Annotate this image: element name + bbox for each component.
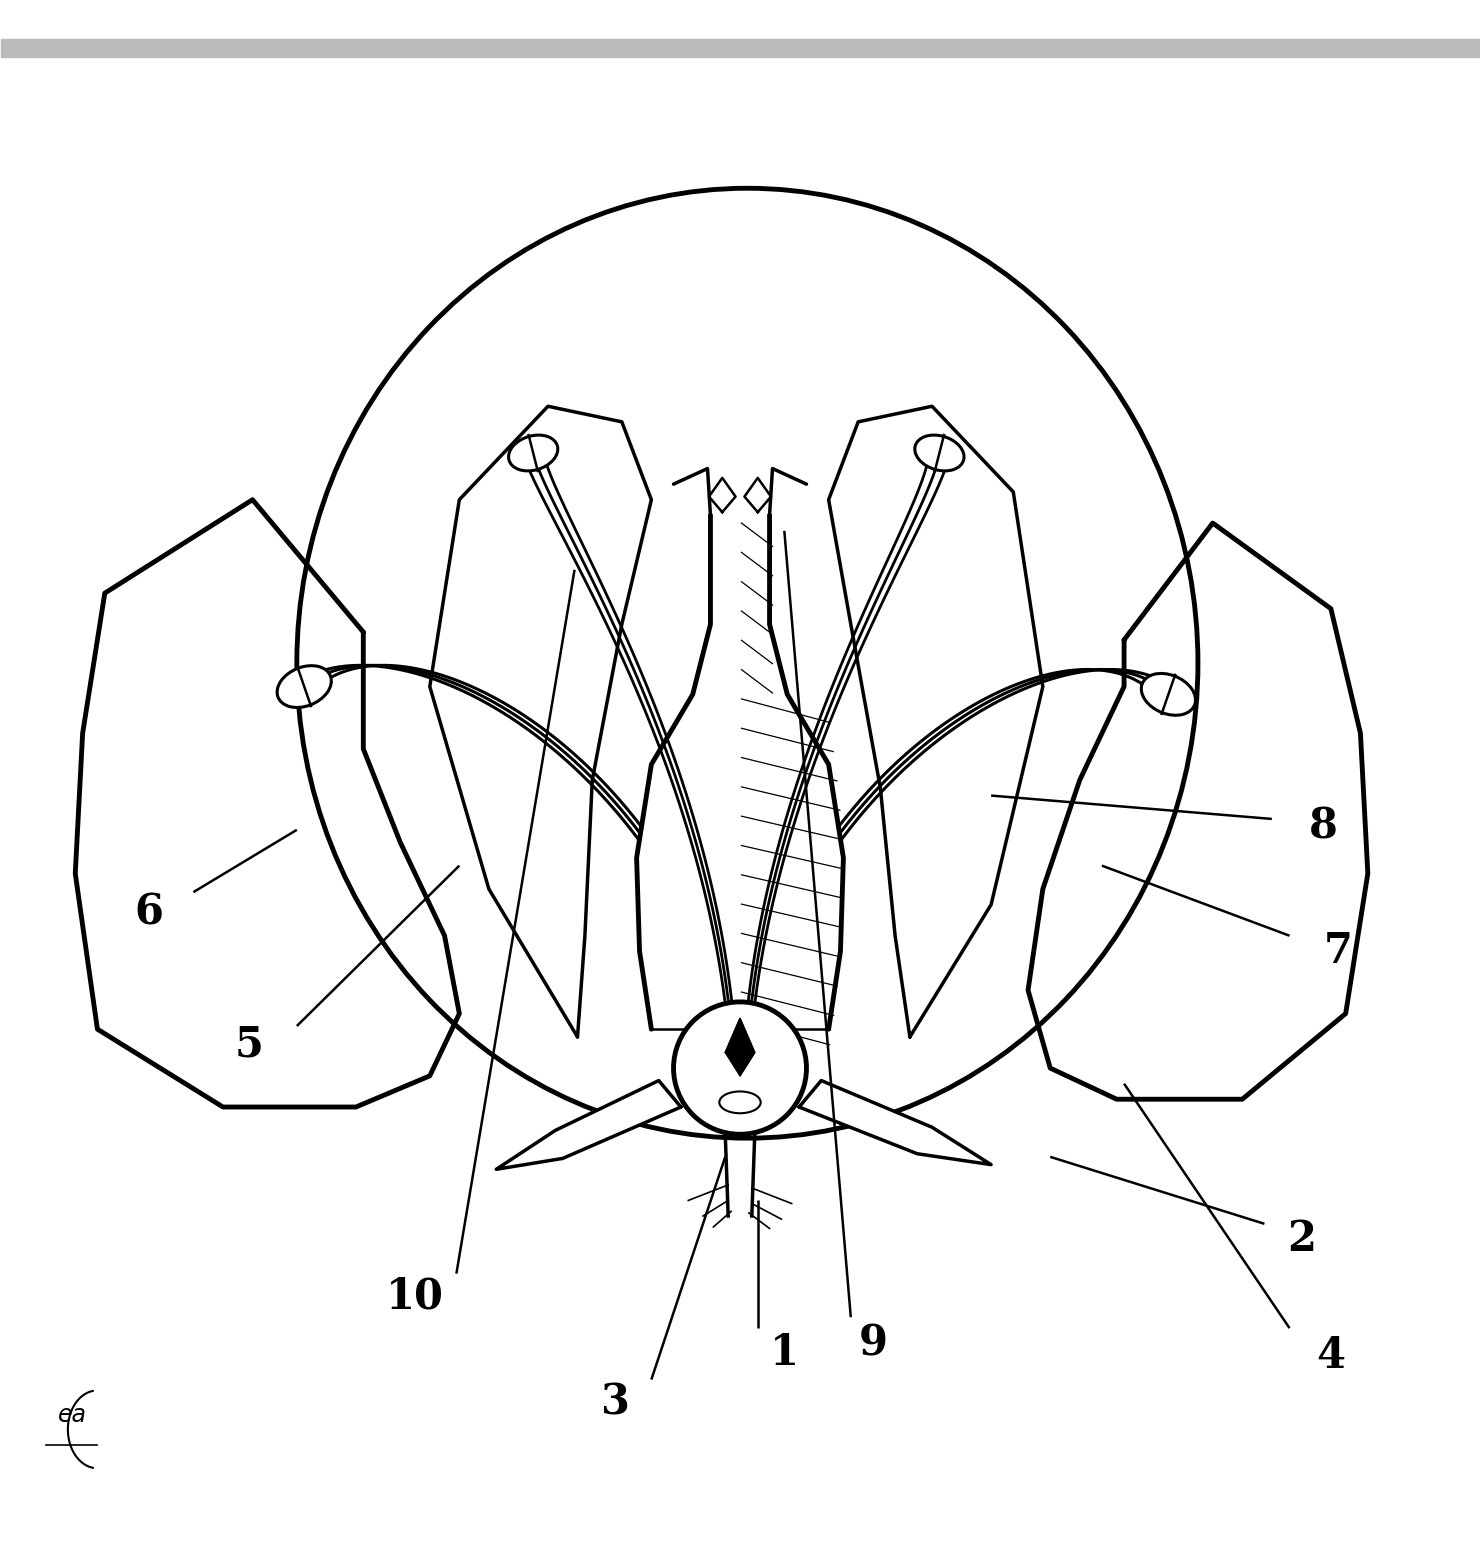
Polygon shape [496,1081,681,1170]
Text: 9: 9 [858,1323,888,1365]
Polygon shape [725,1019,755,1076]
Ellipse shape [509,435,558,471]
Text: 5: 5 [235,1023,263,1065]
Polygon shape [636,515,844,1030]
Text: 1: 1 [770,1332,799,1374]
Polygon shape [75,499,459,1108]
Text: 4: 4 [1316,1335,1345,1377]
Ellipse shape [915,435,963,471]
Text: ea: ea [58,1404,87,1427]
Polygon shape [429,406,651,1037]
Ellipse shape [673,1002,807,1134]
Text: 8: 8 [1310,805,1338,847]
Bar [1,39,1479,58]
Ellipse shape [1141,674,1196,714]
Text: 7: 7 [1323,930,1353,972]
Text: 6: 6 [135,891,164,933]
Polygon shape [829,406,1043,1037]
Text: 2: 2 [1286,1218,1316,1260]
Polygon shape [799,1081,992,1165]
Ellipse shape [719,1092,761,1114]
Text: 10: 10 [386,1276,444,1318]
Ellipse shape [277,666,332,708]
Text: 3: 3 [599,1382,629,1424]
Polygon shape [1029,523,1368,1100]
